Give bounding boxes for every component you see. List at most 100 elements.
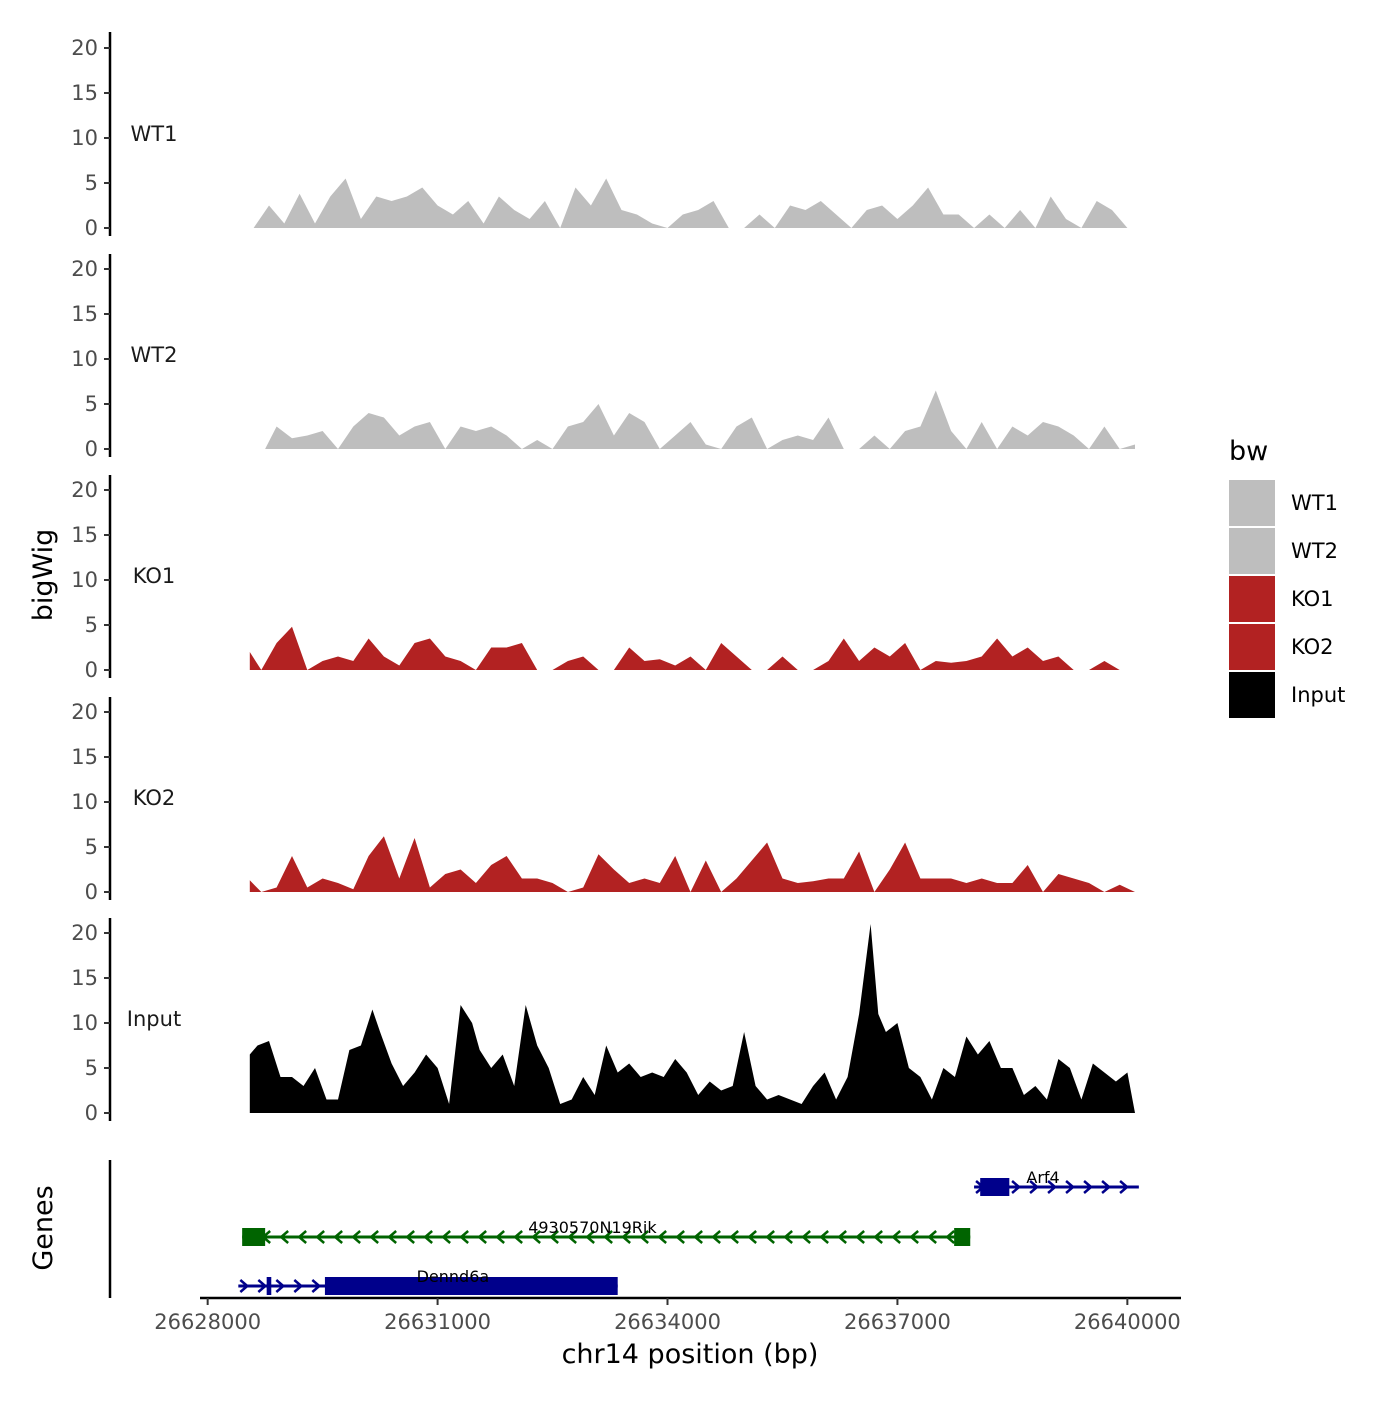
gene-arf4: Arf4 <box>974 1168 1139 1196</box>
strand-chevron <box>837 1230 847 1244</box>
track-label: Input <box>127 1007 181 1031</box>
track-label: KO2 <box>133 786 176 810</box>
strand-chevron <box>621 1230 631 1244</box>
signal-area-input <box>249 924 1136 1113</box>
y-tick-label: 10 <box>71 568 98 592</box>
strand-chevron <box>311 1279 322 1293</box>
legend-item-input: Input <box>1229 672 1345 718</box>
track-wt1: 0 5 10 15 20 WT1 <box>71 32 1136 240</box>
x-axis: 26628000 26631000 26634000 26637000 26640000 <box>154 1296 1181 1334</box>
strand-chevron <box>1029 1180 1039 1194</box>
strand-chevron <box>293 1279 304 1293</box>
strand-chevron <box>1047 1180 1057 1194</box>
track-label: WT2 <box>131 343 178 367</box>
strand-chevron <box>1011 1180 1021 1194</box>
legend-label: WT2 <box>1291 539 1338 563</box>
y-axis-title: bigWig <box>28 529 59 622</box>
strand-chevron <box>657 1230 667 1244</box>
exon-block <box>954 1228 971 1246</box>
y-tick-label: 0 <box>85 437 98 461</box>
strand-chevron <box>239 1279 250 1293</box>
strand-chevron <box>891 1230 901 1244</box>
signal-area-ko2 <box>249 836 1136 892</box>
signal-area-wt2 <box>265 390 1136 449</box>
legend-swatch <box>1229 480 1275 526</box>
x-tick-label: 26631000 <box>384 1310 491 1334</box>
exon-block <box>980 1178 1010 1196</box>
gene-4930570n19rik: 4930570N19Rik <box>242 1218 971 1246</box>
y-tick-label: 0 <box>85 880 98 904</box>
strand-chevron <box>1101 1180 1111 1194</box>
strand-chevron <box>1119 1180 1129 1194</box>
signal-area-wt1 <box>253 178 1136 228</box>
strand-chevron <box>257 1279 268 1293</box>
signal-area-ko1 <box>249 626 1136 670</box>
genes-axis-title: Genes <box>28 1185 59 1270</box>
strand-chevron <box>639 1230 649 1244</box>
genes-group: Arf4 4930570N19Rik Dennd6a <box>108 1160 1139 1298</box>
legend-item-wt2: WT2 <box>1229 528 1338 574</box>
strand-chevron <box>909 1230 919 1244</box>
legend-swatch <box>1229 624 1275 670</box>
legend-title: bw <box>1229 436 1268 467</box>
y-tick-label: 10 <box>71 347 98 371</box>
track-label: WT1 <box>131 122 178 146</box>
y-tick-label: 5 <box>85 613 98 637</box>
strand-chevron <box>585 1230 595 1244</box>
y-tick-label: 10 <box>71 126 98 150</box>
strand-chevron <box>387 1230 397 1244</box>
strand-chevron <box>603 1230 613 1244</box>
strand-chevron <box>405 1230 415 1244</box>
exon-block <box>266 1277 272 1295</box>
strand-chevron <box>783 1230 793 1244</box>
y-tick-label: 5 <box>85 171 98 195</box>
y-tick-label: 20 <box>71 36 98 60</box>
x-tick-label: 26637000 <box>844 1310 951 1334</box>
exon-block <box>324 1277 618 1295</box>
y-tick-label: 20 <box>71 257 98 281</box>
tracks-group: 0 5 10 15 20 WT1 0 5 10 15 20 WT2 0 5 10 15 20 KO1 0 5 10 15 2… <box>71 32 1136 1125</box>
y-tick-label: 10 <box>71 790 98 814</box>
y-tick-label: 5 <box>85 1056 98 1080</box>
strand-chevron <box>513 1230 523 1244</box>
y-tick-label: 15 <box>71 523 98 547</box>
strand-chevron <box>459 1230 469 1244</box>
strand-chevron <box>1065 1180 1075 1194</box>
legend-label: KO1 <box>1291 587 1334 611</box>
y-tick-label: 15 <box>71 745 98 769</box>
strand-chevron <box>423 1230 433 1244</box>
legend: bw WT1 WT2 KO1 KO2 Input <box>1229 436 1345 718</box>
legend-label: KO2 <box>1291 635 1334 659</box>
strand-chevron <box>873 1230 883 1244</box>
legend-swatch <box>1229 576 1275 622</box>
strand-chevron <box>675 1230 685 1244</box>
y-tick-label: 15 <box>71 966 98 990</box>
track-label: KO1 <box>133 564 176 588</box>
strand-chevron <box>747 1230 757 1244</box>
strand-chevron <box>531 1230 541 1244</box>
y-tick-label: 5 <box>85 392 98 416</box>
track-input: 0 5 10 15 20 Input <box>71 918 1136 1125</box>
legend-swatch <box>1229 672 1275 718</box>
strand-chevron <box>765 1230 775 1244</box>
legend-item-ko2: KO2 <box>1229 624 1334 670</box>
x-axis-title: chr14 position (bp) <box>562 1339 819 1370</box>
strand-chevron <box>351 1230 361 1244</box>
y-tick-label: 20 <box>71 700 98 724</box>
strand-chevron <box>369 1230 379 1244</box>
strand-chevron <box>549 1230 559 1244</box>
x-tick-label: 26634000 <box>614 1310 721 1334</box>
gene-label: Arf4 <box>1026 1168 1059 1187</box>
legend-swatch <box>1229 528 1275 574</box>
strand-chevron <box>927 1230 937 1244</box>
y-tick-label: 15 <box>71 81 98 105</box>
strand-chevron <box>567 1230 577 1244</box>
gene-label: Dennd6a <box>417 1267 490 1286</box>
strand-chevron <box>315 1230 325 1244</box>
track-ko1: 0 5 10 15 20 KO1 <box>71 475 1136 682</box>
strand-chevron <box>819 1230 829 1244</box>
strand-chevron <box>693 1230 703 1244</box>
legend-label: WT1 <box>1291 491 1338 515</box>
